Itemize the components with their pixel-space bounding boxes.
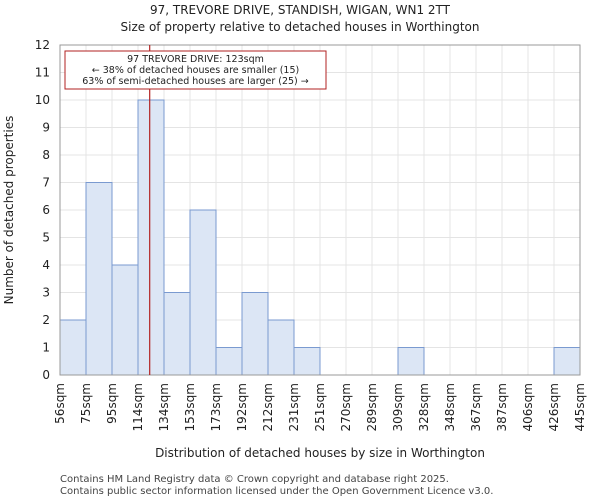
y-tick-label: 2 [42, 313, 50, 327]
y-tick-label: 12 [35, 38, 50, 52]
y-tick-label: 3 [42, 286, 50, 300]
x-tick-label: 114sqm [131, 383, 145, 431]
y-tick-label: 7 [42, 176, 50, 190]
annotation-line-1: 97 TREVORE DRIVE: 123sqm [127, 54, 264, 65]
y-axis-label: Number of detached properties [2, 116, 16, 305]
y-tick-label: 11 [35, 66, 50, 80]
bar-309sqm [397, 347, 425, 376]
x-tick-label: 95sqm [105, 383, 119, 424]
x-tick-label: 134sqm [157, 383, 171, 431]
x-tick-label: 192sqm [235, 383, 249, 431]
bar-95sqm [111, 264, 139, 376]
chart-title: 97, TREVORE DRIVE, STANDISH, WIGAN, WN1 … [150, 3, 451, 17]
bar-56sqm [59, 319, 87, 376]
x-tick-label: 348sqm [443, 383, 457, 431]
y-tick-label: 4 [42, 258, 50, 272]
x-tick-label: 153sqm [183, 383, 197, 431]
bar-192sqm [241, 292, 269, 376]
x-tick-label: 406sqm [521, 383, 535, 431]
footer-line-1: Contains HM Land Registry data © Crown c… [60, 474, 449, 485]
x-tick-label: 367sqm [469, 383, 483, 431]
annotation-box [64, 50, 327, 90]
x-tick-label: 173sqm [209, 383, 223, 431]
x-tick-label: 328sqm [417, 383, 431, 431]
annotation-line-3: 63% of semi-detached houses are larger (… [82, 76, 309, 87]
bar-134sqm [163, 292, 191, 376]
x-tick-label: 289sqm [365, 383, 379, 431]
chart-subtitle: Size of property relative to detached ho… [121, 20, 480, 34]
annotation-line-2: ← 38% of detached houses are smaller (15… [92, 65, 299, 76]
bar-426sqm [553, 347, 581, 376]
y-tick-label: 1 [42, 341, 50, 355]
bars [59, 99, 581, 376]
bar-153sqm [189, 209, 217, 376]
x-tick-label: 387sqm [495, 383, 509, 431]
x-tick-label: 270sqm [339, 383, 353, 431]
y-tick-label: 9 [42, 121, 50, 135]
x-tick-label: 426sqm [547, 383, 561, 431]
x-tick-label: 251sqm [313, 383, 327, 431]
x-tick-label: 309sqm [391, 383, 405, 431]
bar-231sqm [293, 347, 321, 376]
bar-114sqm [137, 99, 165, 376]
bar-173sqm [215, 347, 243, 376]
x-tick-label: 212sqm [261, 383, 275, 431]
y-tick-label: 10 [35, 93, 50, 107]
x-ticks: 56sqm 75sqm 95sqm 114sqm 134sqm 153sqm 173sqm 1… [53, 383, 587, 431]
x-axis-label: Distribution of detached houses by size … [155, 446, 485, 460]
y-tick-label: 5 [42, 231, 50, 245]
bar-75sqm [85, 182, 113, 376]
x-tick-label: 231sqm [287, 383, 301, 431]
plot-frame [59, 44, 581, 376]
x-tick-label: 75sqm [79, 383, 93, 424]
y-tick-label: 6 [42, 203, 50, 217]
footer-line-2: Contains public sector information licen… [60, 486, 493, 497]
y-tick-label: 8 [42, 148, 50, 162]
bar-212sqm [267, 319, 295, 376]
y-tick-label: 0 [42, 368, 50, 382]
x-tick-label: 445sqm [573, 383, 587, 431]
x-tick-label: 56sqm [53, 383, 67, 424]
